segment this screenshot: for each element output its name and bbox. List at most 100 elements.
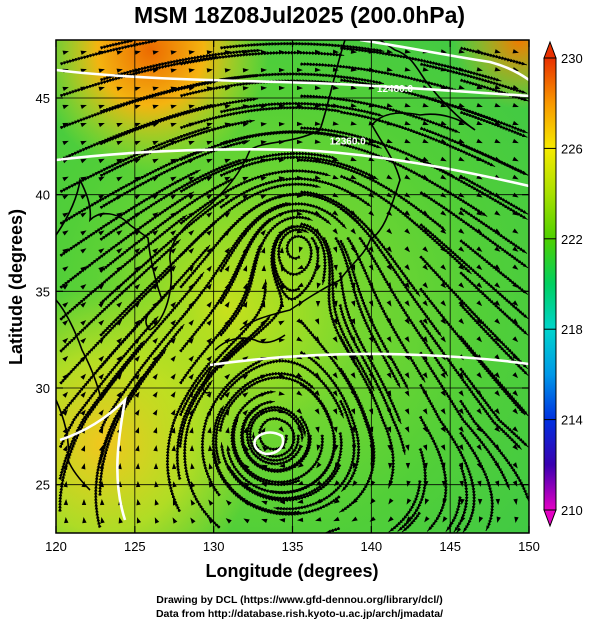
- wind-arrow: [261, 283, 267, 290]
- wind-arrow: [224, 373, 231, 380]
- wind-arrow: [477, 498, 483, 505]
- wind-arrow: [494, 426, 501, 433]
- wind-arrow: [296, 211, 303, 216]
- wind-arrow: [80, 373, 86, 380]
- wind-arrow: [80, 140, 87, 146]
- wind-arrow: [458, 300, 465, 307]
- wind-arrow: [406, 498, 412, 505]
- wind-arrow: [116, 50, 123, 55]
- wind-arrow: [188, 301, 194, 308]
- wind-arrow: [316, 462, 322, 469]
- wind-arrow: [152, 158, 159, 164]
- wind-arrow: [170, 391, 176, 398]
- wind-arrow: [172, 499, 178, 506]
- wind-arrow: [297, 517, 304, 522]
- wind-arrow: [134, 68, 141, 73]
- wind-arrow: [404, 372, 410, 379]
- wind-arrow: [404, 318, 410, 325]
- wind-arrow: [316, 444, 321, 451]
- wind-arrow: [170, 104, 177, 109]
- wind-arrow: [242, 86, 249, 91]
- wind-arrow: [80, 319, 87, 326]
- wind-arrow: [476, 390, 482, 397]
- wind-arrow: [206, 212, 213, 218]
- wind-arrow: [278, 158, 285, 163]
- wind-arrow: [225, 427, 230, 434]
- wind-arrow: [188, 68, 195, 73]
- wind-arrow: [225, 499, 232, 506]
- wind-arrow: [98, 266, 105, 272]
- wind-arrow: [422, 228, 429, 234]
- wind-arrow: [62, 212, 69, 218]
- wind-arrow: [351, 282, 356, 289]
- wind-arrow: [494, 264, 501, 270]
- wind-arrow: [296, 49, 303, 55]
- wind-arrow: [189, 445, 195, 452]
- wind-arrow: [116, 86, 123, 91]
- wind-arrow: [260, 49, 267, 55]
- wind-arrow: [260, 392, 267, 397]
- x-tick-label: 125: [124, 539, 146, 554]
- wind-arrow: [422, 156, 429, 162]
- wind-arrow: [334, 462, 340, 469]
- wind-arrow: [207, 427, 212, 434]
- wind-arrow: [404, 103, 411, 108]
- wind-arrow: [62, 122, 69, 128]
- wind-arrow: [386, 228, 393, 235]
- wind-arrow: [476, 444, 482, 451]
- colorbar-tick-label: 226: [561, 141, 583, 156]
- wind-arrow: [206, 283, 212, 290]
- wind-arrow: [315, 300, 321, 307]
- wind-arrow: [422, 444, 428, 451]
- streamline: [270, 225, 320, 302]
- wind-arrow: [136, 517, 142, 524]
- wind-arrow: [224, 301, 230, 308]
- wind-arrow: [386, 67, 393, 72]
- wind-arrow: [152, 68, 159, 73]
- wind-arrow: [80, 266, 87, 272]
- wind-arrow: [495, 498, 500, 505]
- wind-arrow: [80, 337, 87, 344]
- wind-arrow: [116, 158, 123, 164]
- wind-arrow: [190, 517, 196, 524]
- wind-arrow: [350, 103, 357, 108]
- wind-arrow: [188, 230, 195, 236]
- wind-arrow: [440, 102, 447, 108]
- wind-arrow: [170, 283, 177, 290]
- wind-arrow: [332, 318, 338, 325]
- wind-arrow: [296, 139, 303, 145]
- wind-streamlines: [58, 40, 529, 533]
- wind-arrow: [80, 302, 87, 308]
- wind-arrow: [170, 176, 177, 182]
- wind-arrow: [152, 122, 159, 128]
- wind-arrow: [62, 320, 69, 326]
- wind-arrow: [458, 390, 464, 397]
- wind-arrow: [134, 391, 140, 398]
- wind-arrow: [314, 67, 321, 73]
- contour-label: 12480.0: [377, 84, 414, 95]
- wind-arrow: [440, 49, 447, 54]
- wind-arrow: [63, 463, 68, 470]
- wind-arrow: [332, 157, 339, 162]
- wind-arrow: [512, 210, 519, 216]
- wind-arrow: [494, 246, 501, 252]
- wind-arrow: [188, 86, 195, 91]
- wind-arrow: [494, 390, 500, 397]
- wind-arrow: [242, 337, 249, 344]
- wind-arrow: [440, 336, 446, 343]
- wind-arrow: [296, 103, 303, 109]
- wind-arrow: [440, 120, 447, 126]
- wind-arrow: [224, 104, 231, 109]
- wind-arrow: [494, 102, 501, 108]
- wind-arrow: [422, 264, 428, 271]
- wind-arrow: [314, 354, 321, 361]
- wind-arrow: [98, 86, 105, 91]
- wind-arrow: [278, 176, 285, 181]
- wind-arrow: [98, 176, 105, 182]
- wind-arrow: [440, 300, 446, 307]
- wind-arrow: [134, 337, 140, 344]
- wind-arrow: [206, 194, 213, 200]
- wind-arrow: [206, 373, 212, 380]
- wind-arrow: [116, 230, 123, 236]
- wind-arrow: [98, 319, 105, 326]
